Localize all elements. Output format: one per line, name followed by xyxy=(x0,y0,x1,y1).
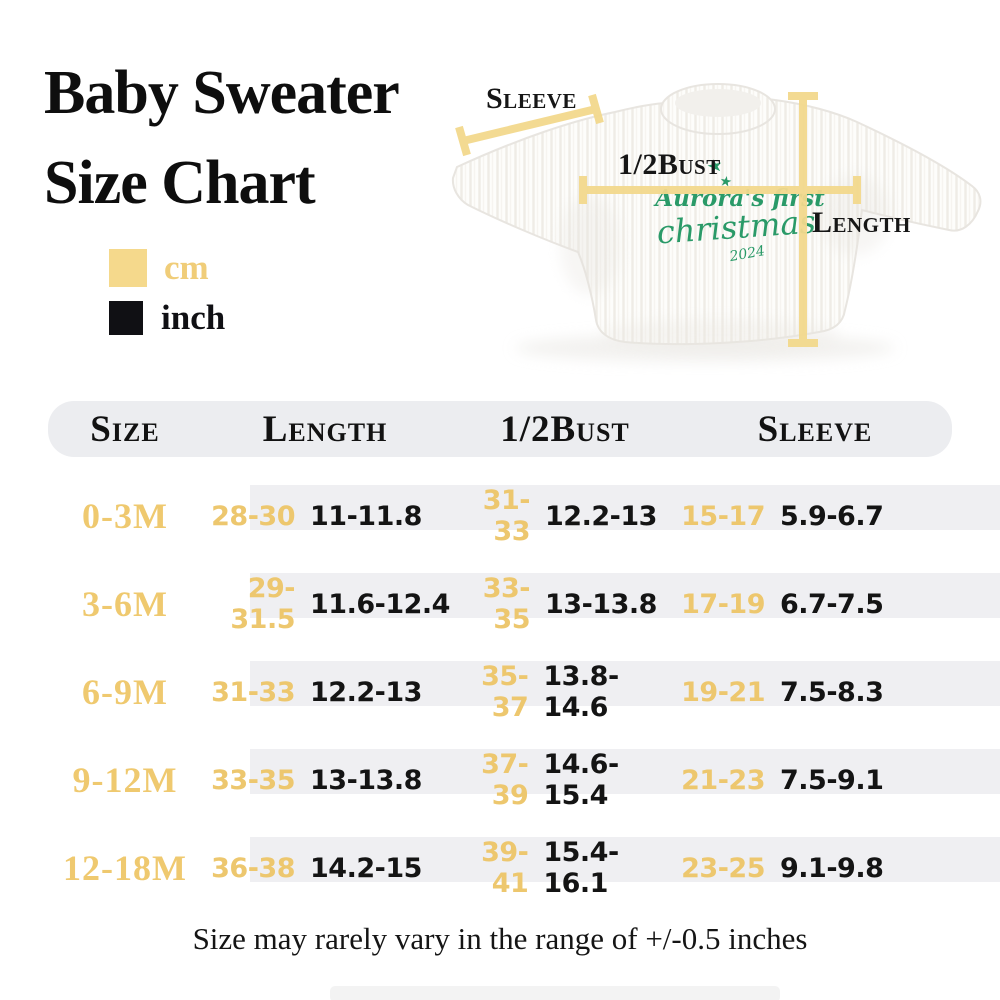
cm-legend-label: cm xyxy=(164,248,209,287)
table-row: 6-9M 31-33 12.2-13 35-37 13.8-14.6 19-21… xyxy=(50,661,1000,723)
length-cell: 29-31.5 11.6-12.4 xyxy=(200,573,450,635)
bottom-cropped-bar xyxy=(330,986,780,1000)
sleeve-cell: 17-19 6.7-7.5 xyxy=(680,589,950,620)
bust-inch-value: 13.8-14.6 xyxy=(543,661,619,723)
bust-inch-value: 12.2-13 xyxy=(545,500,657,532)
length-measure-label: Length xyxy=(812,206,911,239)
sleeve-inch-value: 9.1-9.8 xyxy=(780,852,884,884)
shade-right xyxy=(820,175,890,255)
size-variance-note: Size may rarely vary in the range of +/-… xyxy=(192,921,808,956)
length-cm-value: 31-33 xyxy=(211,676,295,708)
size-label: 9-12M xyxy=(72,760,178,800)
sweater-neck-opening xyxy=(675,89,761,117)
length-cell: 33-35 13-13.8 xyxy=(200,765,450,796)
measure-lines xyxy=(455,92,861,347)
sleeve-cell: 15-17 5.9-6.7 xyxy=(680,501,950,532)
star-icon: ★ xyxy=(705,155,725,178)
bust-cm-value: 35-37 xyxy=(481,661,529,723)
bust-cm-value: 31-33 xyxy=(482,485,531,547)
bust-cm-value: 39-41 xyxy=(481,837,529,899)
length-cm-value: 36-38 xyxy=(211,852,295,884)
shade-left xyxy=(560,195,620,295)
sleeve-measure-label: Sleeve xyxy=(486,82,577,115)
row-band xyxy=(250,661,1000,706)
sleeve-cell: 23-25 9.1-9.8 xyxy=(680,853,950,884)
table-row: 9-12M 33-35 13-13.8 37-39 14.6-15.4 21-2… xyxy=(50,749,1000,811)
sleeve-inch-value: 7.5-9.1 xyxy=(780,764,884,796)
sleeve-measure-line xyxy=(462,105,597,145)
sleeve-inch-value: 7.5-8.3 xyxy=(780,676,884,708)
column-header-sleeve: Sleeve xyxy=(757,408,873,450)
length-inch-value: 13-13.8 xyxy=(310,764,422,796)
bust-cell: 31-33 12.2-13 xyxy=(450,485,680,547)
sleeve-cm-value: 23-25 xyxy=(681,852,765,884)
table-row: 12-18M 36-38 14.2-15 39-41 15.4-16.1 23-… xyxy=(50,837,1000,899)
size-label: 0-3M xyxy=(82,496,168,536)
sweater-diagram: ★ ★ Aurora's first christmas 2024 xyxy=(451,83,982,362)
sleeve-cap-right xyxy=(588,93,604,125)
inch-legend-label: inch xyxy=(161,298,226,337)
length-cell: 28-30 11-11.8 xyxy=(200,501,450,532)
cm-color-swatch xyxy=(109,249,147,287)
shade-hem xyxy=(600,319,840,351)
inch-color-swatch xyxy=(109,301,143,335)
column-header-size: Size xyxy=(90,408,160,450)
sleeve-inch-value: 6.7-7.5 xyxy=(780,588,884,620)
table-row: 0-3M 28-30 11-11.8 31-33 12.2-13 15-17 5… xyxy=(50,485,1000,547)
column-header-length: Length xyxy=(262,408,388,450)
length-inch-value: 14.2-15 xyxy=(310,852,422,884)
table-header-row: Size Length 1/2Bust Sleeve xyxy=(50,404,950,454)
bust-cell: 33-35 13-13.8 xyxy=(450,573,680,635)
bust-cell: 35-37 13.8-14.6 xyxy=(450,661,680,723)
bust-measure-label: 1/2Bust xyxy=(618,148,721,181)
length-cm-value: 28-30 xyxy=(211,500,295,532)
embroidery-year-line: 2024 xyxy=(727,243,766,265)
table-row: 3-6M 29-31.5 11.6-12.4 33-35 13-13.8 17-… xyxy=(50,573,1000,635)
bust-cell: 37-39 14.6-15.4 xyxy=(450,749,680,811)
sleeve-cm-value: 21-23 xyxy=(681,764,765,796)
length-inch-value: 11-11.8 xyxy=(310,500,422,532)
sleeve-cm-value: 19-21 xyxy=(681,676,765,708)
size-label: 12-18M xyxy=(63,848,187,888)
bust-cm-value: 37-39 xyxy=(481,749,529,811)
bust-inch-value: 14.6-15.4 xyxy=(543,749,619,811)
row-band xyxy=(250,749,1000,794)
bust-inch-value: 13-13.8 xyxy=(545,588,657,620)
row-band xyxy=(250,573,1000,618)
sleeve-inch-value: 5.9-6.7 xyxy=(780,500,884,532)
row-band xyxy=(250,837,1000,882)
bust-cell: 39-41 15.4-16.1 xyxy=(450,837,680,899)
length-cm-value: 33-35 xyxy=(211,764,295,796)
bust-cm-value: 33-35 xyxy=(482,573,531,635)
sleeve-cm-value: 17-19 xyxy=(681,588,765,620)
length-inch-value: 11.6-12.4 xyxy=(310,588,450,620)
length-cm-value: 29-31.5 xyxy=(230,573,295,635)
length-cell: 31-33 12.2-13 xyxy=(200,677,450,708)
row-band xyxy=(250,485,1000,530)
table-header-bar xyxy=(48,401,952,457)
size-label: 6-9M xyxy=(82,672,168,712)
column-header-bust: 1/2Bust xyxy=(500,408,630,450)
page-title-line1: Baby Sweater xyxy=(44,59,400,127)
length-cell: 36-38 14.2-15 xyxy=(200,853,450,884)
sleeve-cell: 19-21 7.5-8.3 xyxy=(680,677,950,708)
sleeve-cap-left xyxy=(455,125,471,157)
page-title: Baby Sweater Size Chart xyxy=(44,48,400,228)
sleeve-cell: 21-23 7.5-9.1 xyxy=(680,765,950,796)
size-label: 3-6M xyxy=(82,584,168,624)
page-title-line2: Size Chart xyxy=(44,149,316,217)
bust-inch-value: 15.4-16.1 xyxy=(543,837,619,899)
length-inch-value: 12.2-13 xyxy=(310,676,422,708)
sleeve-cm-value: 15-17 xyxy=(681,500,765,532)
